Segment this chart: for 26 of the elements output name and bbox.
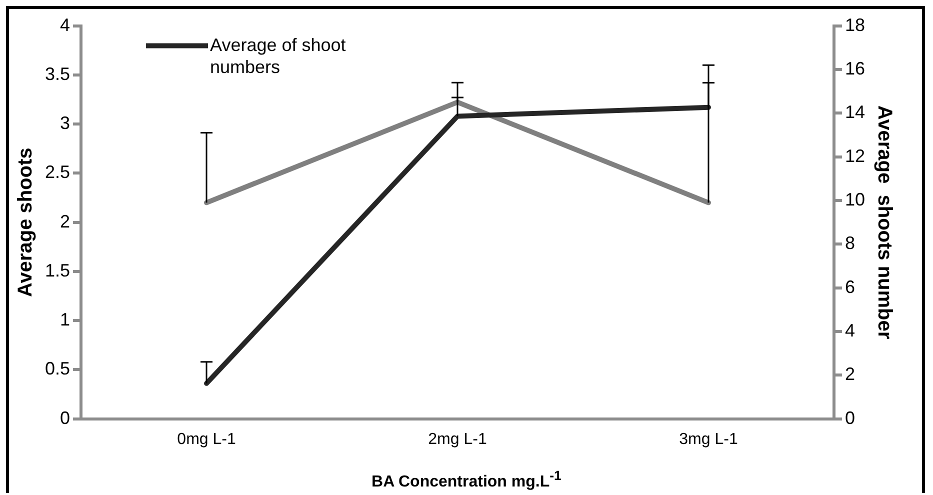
y-tick-label: 0 (60, 408, 70, 428)
y2-tick-label: 12 (844, 146, 866, 166)
y2-tick-label: 16 (844, 58, 866, 78)
y2-axis-title: Average shoots number (873, 105, 896, 340)
y2-tick-label: 8 (844, 233, 855, 254)
legend-label: Average of shoot numbers (210, 34, 346, 77)
x-tick-label: 2mg L-1 (428, 430, 487, 448)
y-tick-label: 2 (60, 211, 70, 232)
y-tick-label: 2.5 (44, 162, 70, 182)
y-tick-label: 1 (60, 310, 70, 330)
y-tick-label: 4 (60, 14, 70, 35)
y-axis-title: Average shoots (14, 148, 37, 297)
y-tick-label: 3 (60, 113, 70, 134)
y2-tick-label: 0 (844, 408, 855, 428)
x-tick-label: 0mg L-1 (177, 430, 236, 448)
x-axis-title: BA Concentration mg.L$^{-1}$ (370, 468, 562, 492)
y-tick-label: 1.5 (44, 260, 70, 280)
y-tick-label: 0.5 (44, 358, 70, 379)
y-tick-label: 3.5 (44, 64, 70, 84)
x-tick-label: 3mg L-1 (679, 430, 738, 448)
y2-tick-label: 18 (844, 14, 866, 35)
y2-tick-label: 4 (844, 320, 855, 340)
y2-tick-label: 2 (844, 364, 855, 384)
y2-tick-label: 14 (844, 102, 866, 122)
y2-tick-label: 10 (844, 189, 866, 210)
y2-tick-label: 6 (844, 276, 855, 297)
